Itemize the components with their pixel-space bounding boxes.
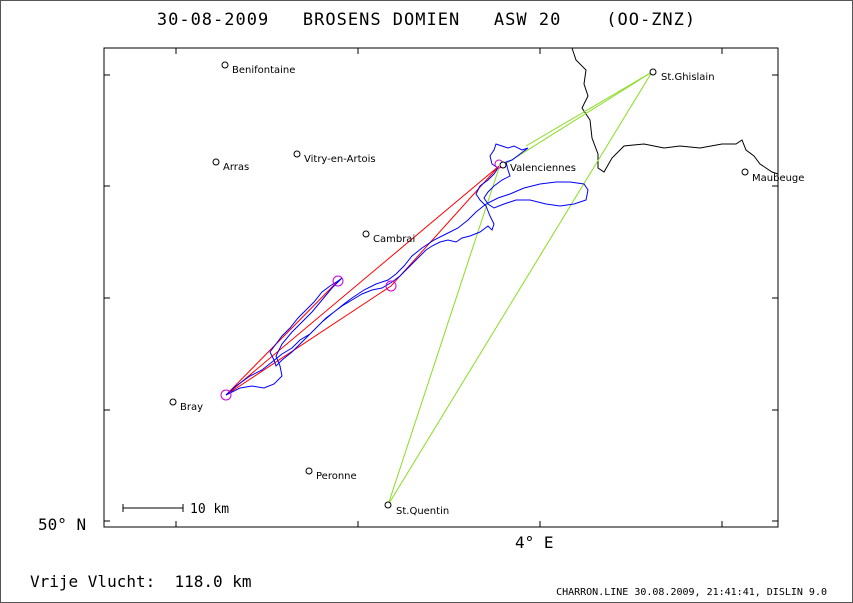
- town-marker: [221, 61, 229, 69]
- town-marker: [384, 501, 392, 509]
- triangle-route: [387, 71, 653, 506]
- town-marker: [169, 398, 177, 406]
- town-marker: [649, 68, 657, 76]
- flight-distance: Vrije Vlucht: 118.0 km: [30, 572, 252, 591]
- town-marker: [293, 150, 301, 158]
- turnpoint-markers: [220, 159, 504, 401]
- town-markers: [169, 61, 749, 509]
- town-marker: [362, 230, 370, 238]
- axis-ticks: [104, 48, 778, 527]
- plot-area: [103, 47, 779, 528]
- town-marker: [499, 161, 507, 169]
- town-label: Bray: [180, 402, 203, 413]
- longitude-label: 4° E: [515, 533, 554, 552]
- turnpoint-1: [332, 275, 344, 287]
- flight-track: [225, 143, 589, 396]
- flight-title: 30-08-2009 BROSENS DOMIEN ASW 20 (OO-ZNZ…: [156, 10, 697, 30]
- town-label: Maubeuge: [752, 173, 804, 184]
- footer-credit: CHARRON.LINE 30.08.2009, 21:41:41, DISLI…: [556, 587, 827, 598]
- town-label: Vitry-en-Artois: [304, 154, 376, 165]
- turnpoint-2: [385, 280, 397, 292]
- scale-bar-label: 10 km: [190, 502, 229, 517]
- town-label: Arras: [223, 162, 249, 173]
- town-label: Peronne: [316, 471, 357, 482]
- town-label: Cambrai: [373, 234, 415, 245]
- latitude-label: 50° N: [38, 515, 87, 534]
- town-marker: [212, 158, 220, 166]
- town-marker: [741, 168, 749, 176]
- turnpoint-start: [220, 389, 232, 401]
- triangle-leg: [525, 71, 653, 147]
- town-marker: [305, 467, 313, 475]
- town-label: St.Ghislain: [661, 72, 715, 83]
- town-label: Benifontaine: [232, 65, 295, 76]
- scale-bar: [122, 504, 184, 512]
- task-route: [225, 165, 500, 396]
- country-border: [571, 47, 779, 175]
- task-leg: [225, 280, 339, 396]
- town-label: St.Quentin: [396, 506, 449, 517]
- town-label: Valenciennes: [510, 163, 576, 174]
